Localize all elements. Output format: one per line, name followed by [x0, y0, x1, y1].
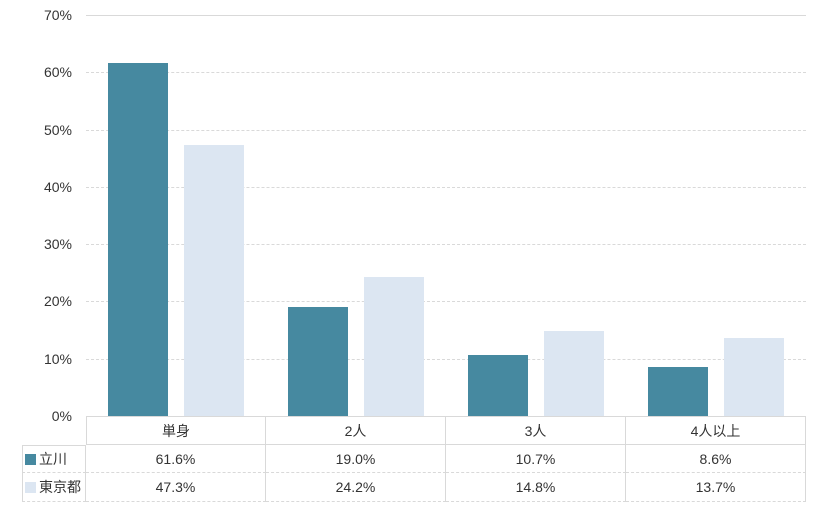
y-axis-tick-label: 0% — [51, 408, 72, 424]
legend-row-label: 東京都 — [39, 479, 81, 495]
table-category-header-単身: 単身 — [86, 416, 266, 445]
bar-東京都-2人 — [364, 277, 424, 416]
gridline-60% — [86, 72, 806, 73]
y-axis-tick-label: 60% — [43, 64, 72, 80]
table-value-cell-立川-4人以上: 8.6% — [626, 445, 806, 473]
table-value-cell-立川-2人: 19.0% — [266, 445, 446, 473]
gridline-10% — [86, 359, 806, 360]
table-legend-cell-東京都: 東京都 — [22, 473, 86, 502]
bar-東京都-3人 — [544, 331, 604, 416]
bar-立川-4人以上 — [648, 367, 708, 416]
gridline-50% — [86, 130, 806, 131]
table-value-cell-立川-単身: 61.6% — [86, 445, 266, 473]
table-legend-cell-立川: 立川 — [22, 445, 86, 473]
bar-立川-3人 — [468, 355, 528, 416]
y-axis-tick-label: 10% — [43, 351, 72, 367]
y-axis-tick-label: 40% — [43, 179, 72, 195]
bar-立川-2人 — [288, 307, 348, 416]
gridline-70% — [86, 15, 806, 16]
legend-swatch-icon-立川 — [25, 453, 36, 465]
table-value-cell-東京都-単身: 47.3% — [86, 473, 266, 502]
table-value-cell-東京都-4人以上: 13.7% — [626, 473, 806, 502]
bar-立川-単身 — [108, 63, 168, 416]
gridline-20% — [86, 301, 806, 302]
table-category-header-2人: 2人 — [266, 416, 446, 445]
bar-東京都-4人以上 — [724, 338, 784, 416]
table-category-header-4人以上: 4人以上 — [626, 416, 806, 445]
gridline-40% — [86, 187, 806, 188]
table-value-cell-東京都-3人: 14.8% — [446, 473, 626, 502]
bar-東京都-単身 — [184, 145, 244, 416]
gridline-30% — [86, 244, 806, 245]
table-corner-cell — [22, 416, 86, 445]
y-axis-tick-label: 20% — [43, 293, 72, 309]
data-table: 単身 2人 3人 4人以上立川 61.6% 19.0% 10.7% 8.6% 東京都 47.3% 2… — [22, 416, 806, 502]
table-category-header-3人: 3人 — [446, 416, 626, 445]
y-axis-tick-label: 30% — [43, 236, 72, 252]
y-axis-tick-label: 70% — [43, 7, 72, 23]
table-value-cell-立川-3人: 10.7% — [446, 445, 626, 473]
table-value-cell-東京都-2人: 24.2% — [266, 473, 446, 502]
y-axis-tick-label: 50% — [43, 122, 72, 138]
legend-swatch-icon-東京都 — [25, 481, 36, 493]
legend-row-label: 立川 — [39, 451, 67, 467]
